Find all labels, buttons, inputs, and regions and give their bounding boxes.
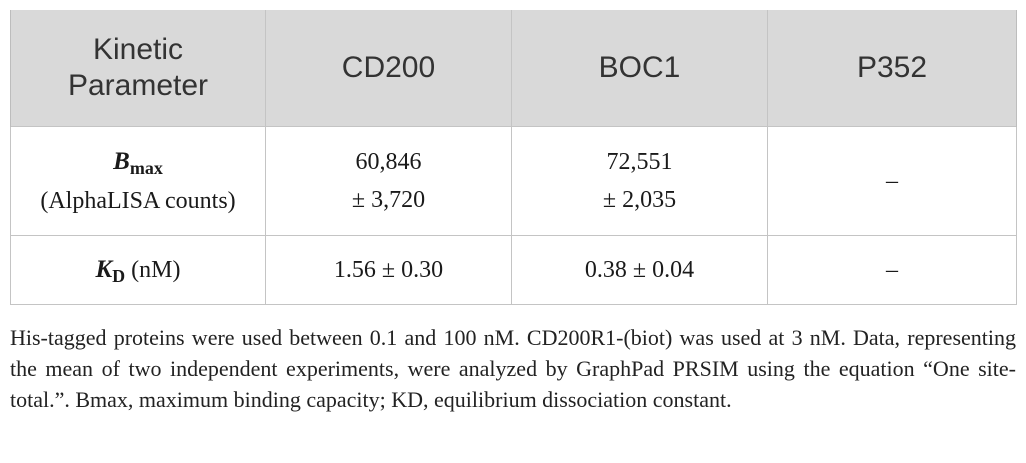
- header-kinetic-parameter: Kinetic Parameter: [10, 10, 266, 127]
- bmax-boc1-error: ± 2,035: [602, 187, 677, 213]
- header-boc1: BOC1: [511, 10, 768, 127]
- cell-param-kd: KD (nM): [10, 235, 266, 305]
- kd-subscript: D: [112, 266, 126, 286]
- kd-symbol: K: [95, 256, 113, 283]
- cell-bmax-boc1: 72,551 ± 2,035: [511, 126, 768, 236]
- kinetic-parameters-table: Kinetic Parameter CD200 BOC1 P352 Bmax (…: [10, 10, 1017, 305]
- table-row-bmax: Bmax (AlphaLISA counts) 60,846 ± 3,720 7…: [10, 126, 1017, 236]
- header-cd200: CD200: [265, 10, 512, 127]
- table-footnote: His-tagged proteins were used between 0.…: [10, 325, 1016, 412]
- table-row-kd: KD (nM) 1.56 ± 0.30 0.38 ± 0.04 –: [10, 235, 1017, 305]
- cell-bmax-cd200: 60,846 ± 3,720: [265, 126, 512, 236]
- cell-kd-cd200: 1.56 ± 0.30: [265, 235, 512, 305]
- table-header-row: Kinetic Parameter CD200 BOC1 P352: [10, 10, 1017, 127]
- bmax-symbol: B: [113, 147, 130, 175]
- bmax-cd200-value: 60,846: [355, 149, 422, 175]
- bmax-unit: (AlphaLISA counts): [40, 187, 236, 214]
- bmax-cd200-error: ± 3,720: [351, 187, 426, 213]
- cell-bmax-p352: –: [767, 126, 1017, 236]
- header-kinetic-line1: Kinetic: [92, 33, 184, 66]
- bmax-subscript: max: [129, 157, 163, 178]
- cell-kd-boc1: 0.38 ± 0.04: [511, 235, 768, 305]
- cell-param-bmax: Bmax (AlphaLISA counts): [10, 126, 266, 236]
- header-kinetic-line2: Parameter: [67, 69, 209, 102]
- cell-kd-p352: –: [767, 235, 1017, 305]
- kd-unit: (nM): [131, 257, 181, 283]
- bmax-boc1-value: 72,551: [606, 149, 673, 175]
- header-p352: P352: [767, 10, 1017, 127]
